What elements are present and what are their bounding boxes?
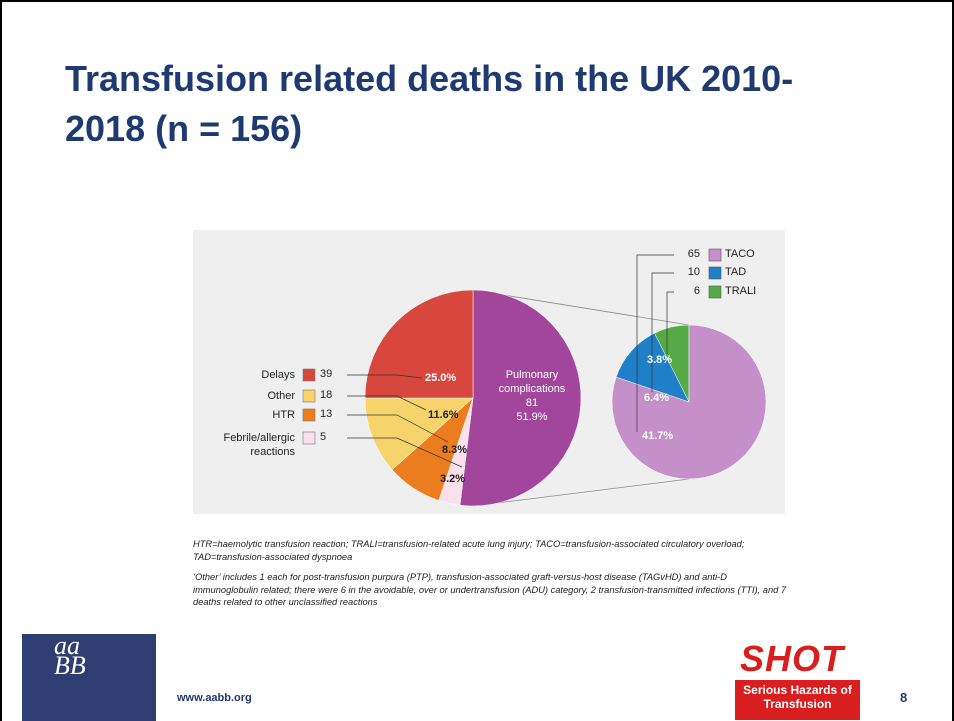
legend-label: Febrile/allergic reactions (223, 432, 295, 458)
shot-logo-box (735, 680, 860, 720)
legend-swatch (302, 389, 316, 403)
legend-value: 65 (687, 248, 700, 260)
percent-label: 41.7% (642, 430, 674, 442)
legend-value: 18 (320, 389, 333, 401)
connector-line (472, 289, 690, 326)
legend-value: 5 (320, 431, 327, 443)
percent-label: 8.3% (442, 444, 468, 456)
legend-value: 39 (320, 368, 333, 380)
percent-label: 3.2% (440, 473, 466, 485)
legend-label: TACO (725, 248, 755, 260)
leader-line (636, 254, 674, 432)
legend-label: TRALI (725, 285, 757, 297)
leader-line (347, 414, 449, 443)
legend-label: Other (267, 390, 295, 402)
leader-line (347, 374, 423, 379)
aabb-logo-box (22, 634, 156, 721)
legend-value: 13 (320, 408, 333, 420)
slice-value: 81 (525, 397, 539, 409)
footer-url: www.aabb.org (177, 692, 252, 704)
legend-swatch (708, 248, 722, 262)
legend-label: Delays (261, 369, 295, 381)
pie-slice (364, 397, 474, 470)
legend-value: 10 (687, 266, 700, 278)
pie-slice (364, 289, 474, 399)
slide-title: Transfusion related deaths in the UK 201… (65, 58, 794, 149)
legend-swatch (302, 408, 316, 422)
percent-label: 25.0% (425, 372, 457, 384)
footnote: HTR=haemolytic transfusion reaction; TRA… (193, 539, 745, 562)
aabb-logo-text: BB (54, 651, 86, 680)
shot-logo-tagline: Serious Hazards of Transfusion (743, 683, 852, 711)
leader-line (347, 395, 427, 411)
footnote: ‘Other’ includes 1 each for post-transfu… (193, 572, 787, 608)
percent-label: 6.4% (644, 392, 670, 404)
legend-swatch (302, 368, 316, 382)
legend-label: TAD (725, 266, 747, 278)
aabb-logo-text: aa (54, 631, 80, 660)
percent-label: 51.9% (516, 411, 548, 423)
leader-line (347, 437, 463, 468)
leader-line (651, 272, 674, 392)
pie-slice (615, 332, 690, 403)
percent-label: 11.6% (428, 409, 459, 421)
leader-line (666, 291, 674, 354)
legend-swatch (302, 431, 316, 445)
connector-line (472, 478, 690, 507)
pie-slice (459, 289, 582, 507)
legend-value: 6 (693, 285, 700, 297)
percent-label: 3.8% (647, 354, 673, 366)
shot-logo-name: SHOT (740, 638, 845, 679)
legend-swatch (708, 285, 722, 299)
page-number: 8 (900, 690, 908, 705)
legend-swatch (708, 266, 722, 280)
legend-label: HTR (272, 409, 295, 421)
pie-slice (611, 324, 767, 480)
slice-label: Pulmonary complications (498, 369, 566, 395)
